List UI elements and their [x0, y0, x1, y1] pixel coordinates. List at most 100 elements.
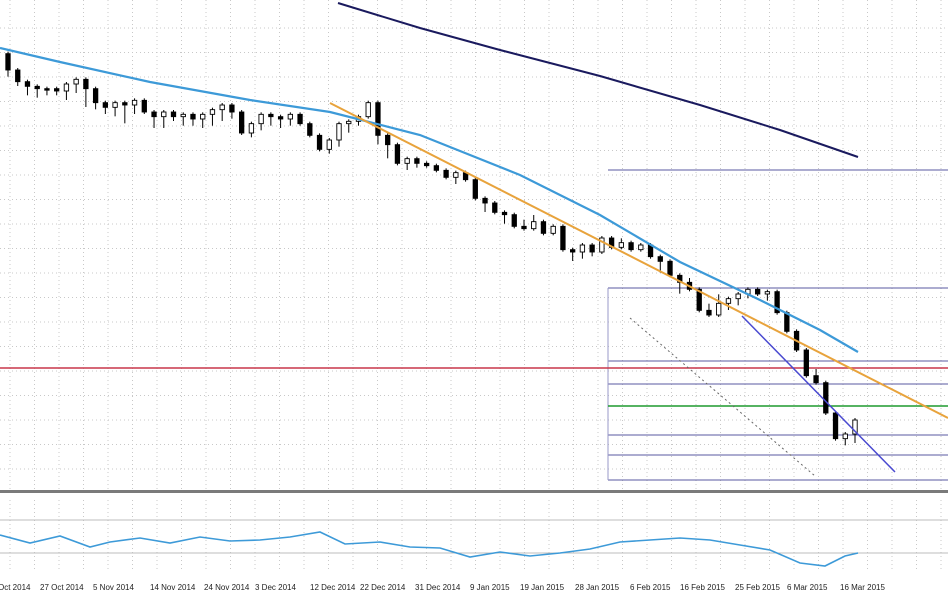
candle-bearish	[34, 85, 40, 90]
candle-bearish	[394, 144, 401, 164]
candle-bearish	[24, 81, 31, 87]
candle-bullish	[287, 113, 293, 120]
candles-group	[5, 51, 858, 446]
candle-bearish	[472, 179, 478, 199]
fib-diagonal	[629, 317, 816, 477]
candle-bullish	[200, 113, 206, 120]
candle-bullish	[852, 419, 858, 435]
candle-bullish	[258, 113, 264, 125]
x-tick-label: 16 Feb 2015	[680, 583, 725, 592]
candle-bearish	[667, 260, 673, 276]
candle-bearish	[423, 162, 430, 167]
candle-bearish	[102, 102, 109, 108]
candle-bearish	[151, 111, 157, 118]
candle-bearish	[297, 113, 303, 125]
candle-bullish	[219, 104, 225, 111]
candle-bullish	[336, 123, 342, 141]
candle-bullish	[638, 244, 644, 251]
candle-bearish	[501, 211, 508, 216]
candle-bearish	[560, 225, 566, 251]
candle-bearish	[229, 104, 235, 113]
candle-bearish	[433, 165, 440, 171]
indicator-lines	[0, 2, 948, 473]
candle-bullish	[73, 78, 79, 85]
candle-bearish	[307, 123, 313, 136]
x-tick-label: Oct 2014	[0, 583, 31, 592]
candle-bullish	[764, 291, 771, 295]
candle-bullish	[326, 139, 332, 150]
x-tick-label: 12 Dec 2014	[310, 583, 356, 592]
candle-bullish	[161, 111, 167, 118]
candle-bullish	[112, 102, 118, 108]
candle-bullish	[131, 99, 138, 106]
candle-bullish	[365, 102, 371, 118]
candle-bearish	[521, 225, 527, 230]
candle-bullish	[735, 293, 741, 300]
grid-lines	[0, 0, 948, 572]
oscillator-line	[0, 531, 859, 567]
x-tick-label: 14 Nov 2014	[150, 583, 196, 592]
candle-bearish	[482, 197, 488, 204]
candle-bearish	[443, 169, 449, 178]
candle-bearish	[628, 242, 634, 251]
candle-bearish	[589, 244, 595, 253]
candle-bullish	[63, 83, 70, 92]
candle-bearish	[570, 249, 576, 253]
candle-bearish	[375, 102, 381, 136]
panel-separator	[0, 490, 948, 493]
x-tick-label: 22 Dec 2014	[360, 583, 406, 592]
candle-bearish	[813, 375, 819, 384]
oscillator-panel	[0, 519, 948, 567]
x-tick-label: 28 Jan 2015	[575, 583, 620, 592]
x-tick-label: 3 Dec 2014	[255, 583, 296, 592]
candle-bearish	[706, 309, 712, 316]
candle-bullish	[842, 433, 848, 440]
candle-bearish	[83, 78, 89, 90]
candle-bullish	[579, 244, 586, 253]
horizontal-levels	[0, 169, 948, 481]
candle-bullish	[531, 221, 537, 230]
candle-bullish	[725, 298, 732, 304]
candle-bullish	[550, 225, 556, 234]
candle-bearish	[44, 88, 50, 91]
x-tick-label: 5 Nov 2014	[93, 583, 134, 592]
candle-bearish	[15, 69, 21, 83]
candle-bearish	[190, 113, 196, 120]
x-tick-label: 24 Nov 2014	[204, 583, 250, 592]
candle-bearish	[316, 134, 323, 150]
candle-bearish	[122, 102, 128, 106]
x-tick-label: 9 Jan 2015	[470, 583, 510, 592]
candle-bearish	[832, 412, 839, 440]
candle-bearish	[696, 288, 702, 311]
candle-bearish	[170, 111, 177, 118]
x-tick-label: 6 Mar 2015	[787, 583, 828, 592]
candle-bullish	[716, 302, 722, 316]
candle-bearish	[54, 88, 60, 92]
x-axis-ticks: Oct 2014 27 Oct 2014 5 Nov 2014 14 Nov 2014…	[0, 583, 885, 592]
candle-bearish	[414, 158, 420, 164]
x-tick-label: 31 Dec 2014	[415, 583, 461, 592]
candle-bearish	[784, 312, 790, 332]
candle-bullish	[404, 158, 410, 164]
candle-bullish	[346, 120, 352, 125]
candle-bullish	[248, 123, 255, 134]
x-tick-label: 25 Feb 2015	[735, 583, 780, 592]
candle-bearish	[657, 256, 663, 262]
candle-bearish	[277, 116, 284, 120]
trendline-blue	[741, 315, 896, 473]
x-tick-label: 27 Oct 2014	[40, 583, 84, 592]
candle-bearish	[268, 113, 274, 118]
candle-bullish	[599, 237, 605, 253]
moving-average-slow	[337, 2, 859, 158]
x-tick-label: 19 Jan 2015	[520, 583, 565, 592]
candle-bearish	[141, 99, 147, 113]
candle-bullish	[180, 113, 186, 118]
candle-bearish	[239, 111, 245, 134]
candle-bearish	[385, 134, 391, 146]
candle-bearish	[540, 221, 547, 234]
candle-bullish	[453, 172, 459, 178]
candle-bullish	[209, 109, 216, 115]
candle-bearish	[774, 291, 780, 314]
